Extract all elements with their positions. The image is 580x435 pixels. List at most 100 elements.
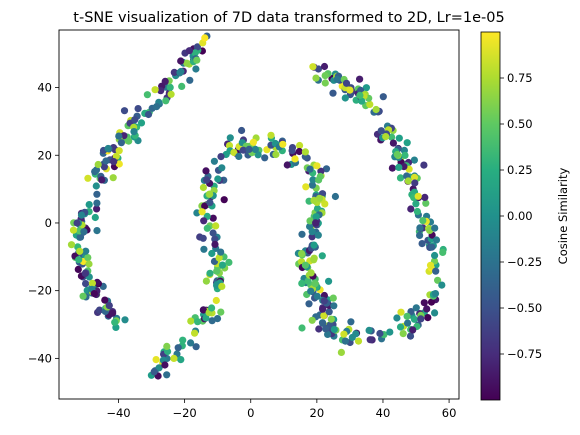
scatter-point: [307, 269, 315, 277]
scatter-point: [313, 204, 322, 213]
scatter-point: [312, 74, 320, 82]
scatter-point: [218, 261, 227, 269]
scatter-point: [432, 236, 441, 244]
scatter-point: [200, 245, 208, 253]
scatter-point: [82, 280, 90, 288]
scatter-point: [325, 277, 333, 285]
scatter-point: [310, 241, 318, 249]
scatter-point: [93, 190, 101, 198]
scatter-point: [315, 325, 323, 333]
scatter-point: [186, 76, 194, 84]
scatter-point: [416, 231, 424, 239]
scatter-point: [411, 179, 419, 187]
scatter-point: [93, 205, 101, 213]
scatter-point: [366, 336, 374, 344]
scatter-point: [318, 252, 326, 260]
scatter-point: [420, 299, 428, 307]
colorbar-tick-label: 0.75: [507, 71, 533, 85]
scatter-point: [315, 194, 324, 202]
scatter-point: [208, 317, 216, 325]
scatter-point: [288, 147, 296, 155]
scatter-point: [187, 317, 195, 325]
x-tick-label: 20: [310, 406, 325, 420]
scatter-point: [298, 250, 306, 258]
scatter-point: [239, 146, 247, 154]
scatter-point: [177, 57, 185, 65]
scatter-point: [79, 292, 87, 300]
scatter-point: [308, 181, 316, 189]
scatter-point: [150, 368, 158, 376]
scatter-point: [314, 65, 322, 73]
scatter-point: [203, 224, 211, 232]
colorbar-tick-label: 0.50: [507, 117, 533, 131]
scatter-point: [102, 157, 110, 165]
scatter-point: [313, 162, 321, 170]
scatter-point: [317, 167, 325, 175]
scatter-point: [309, 63, 317, 71]
scatter-point: [382, 133, 390, 141]
scatter-point: [77, 211, 86, 219]
scatter-point: [202, 167, 210, 175]
scatter-point: [191, 49, 199, 57]
scatter-point: [213, 315, 222, 323]
scatter-point: [214, 175, 222, 183]
scatter-point: [251, 145, 259, 153]
scatter-point: [90, 290, 98, 298]
scatter-point: [183, 59, 191, 67]
scatter-point: [199, 183, 207, 192]
scatter-point: [356, 75, 364, 83]
scatter-point: [92, 166, 101, 174]
y-tick-label: 20: [37, 148, 52, 162]
scatter-point: [431, 251, 439, 260]
scatter-point: [245, 145, 253, 153]
scatter-point: [421, 193, 429, 201]
scatter-point: [226, 134, 234, 142]
colorbar-tick-label: 0.00: [507, 209, 533, 223]
scatter-point: [170, 354, 178, 362]
scatter-point: [379, 93, 387, 101]
scatter-point: [117, 139, 125, 147]
scatter-point: [93, 199, 101, 207]
scatter-point: [115, 160, 123, 168]
scatter-points: [67, 32, 447, 380]
y-tick-label: 0: [45, 216, 52, 230]
scatter-point: [104, 144, 112, 153]
x-tick-label: 0: [247, 406, 254, 420]
scatter-point: [212, 222, 220, 230]
scatter-point: [208, 249, 216, 258]
scatter-point: [162, 97, 170, 105]
scatter-point: [410, 315, 418, 323]
scatter-point: [331, 192, 339, 201]
scatter-point: [115, 147, 123, 155]
scatter-point: [201, 202, 209, 210]
scatter-point: [427, 298, 436, 306]
scatter-point: [74, 265, 82, 273]
scatter-point: [420, 161, 428, 169]
scatter-point: [403, 139, 411, 147]
scatter-point: [109, 174, 117, 182]
colorbar-tick-label: −0.75: [507, 347, 542, 361]
scatter-point: [213, 267, 221, 275]
scatter-point: [161, 77, 169, 85]
scatter-point: [329, 89, 337, 97]
scatter-point: [296, 141, 304, 150]
x-tick-label: 40: [376, 406, 391, 420]
scatter-point: [225, 258, 233, 266]
scatter-point: [396, 174, 405, 182]
scatter-point: [412, 200, 420, 208]
scatter-point: [94, 160, 102, 169]
scatter-point: [179, 336, 187, 344]
y-tick-label: −20: [28, 284, 52, 298]
scatter-point: [417, 315, 425, 323]
scatter-point: [167, 90, 175, 98]
scatter-point: [352, 330, 360, 338]
scatter-point: [92, 182, 100, 190]
scatter-point: [301, 148, 309, 156]
scatter-point: [399, 330, 407, 338]
scatter-point: [395, 134, 403, 142]
scatter-point: [95, 306, 104, 314]
y-tick-label: −40: [28, 351, 52, 365]
scatter-point: [121, 316, 129, 324]
scatter-point: [298, 324, 306, 332]
scatter-point: [209, 229, 217, 237]
